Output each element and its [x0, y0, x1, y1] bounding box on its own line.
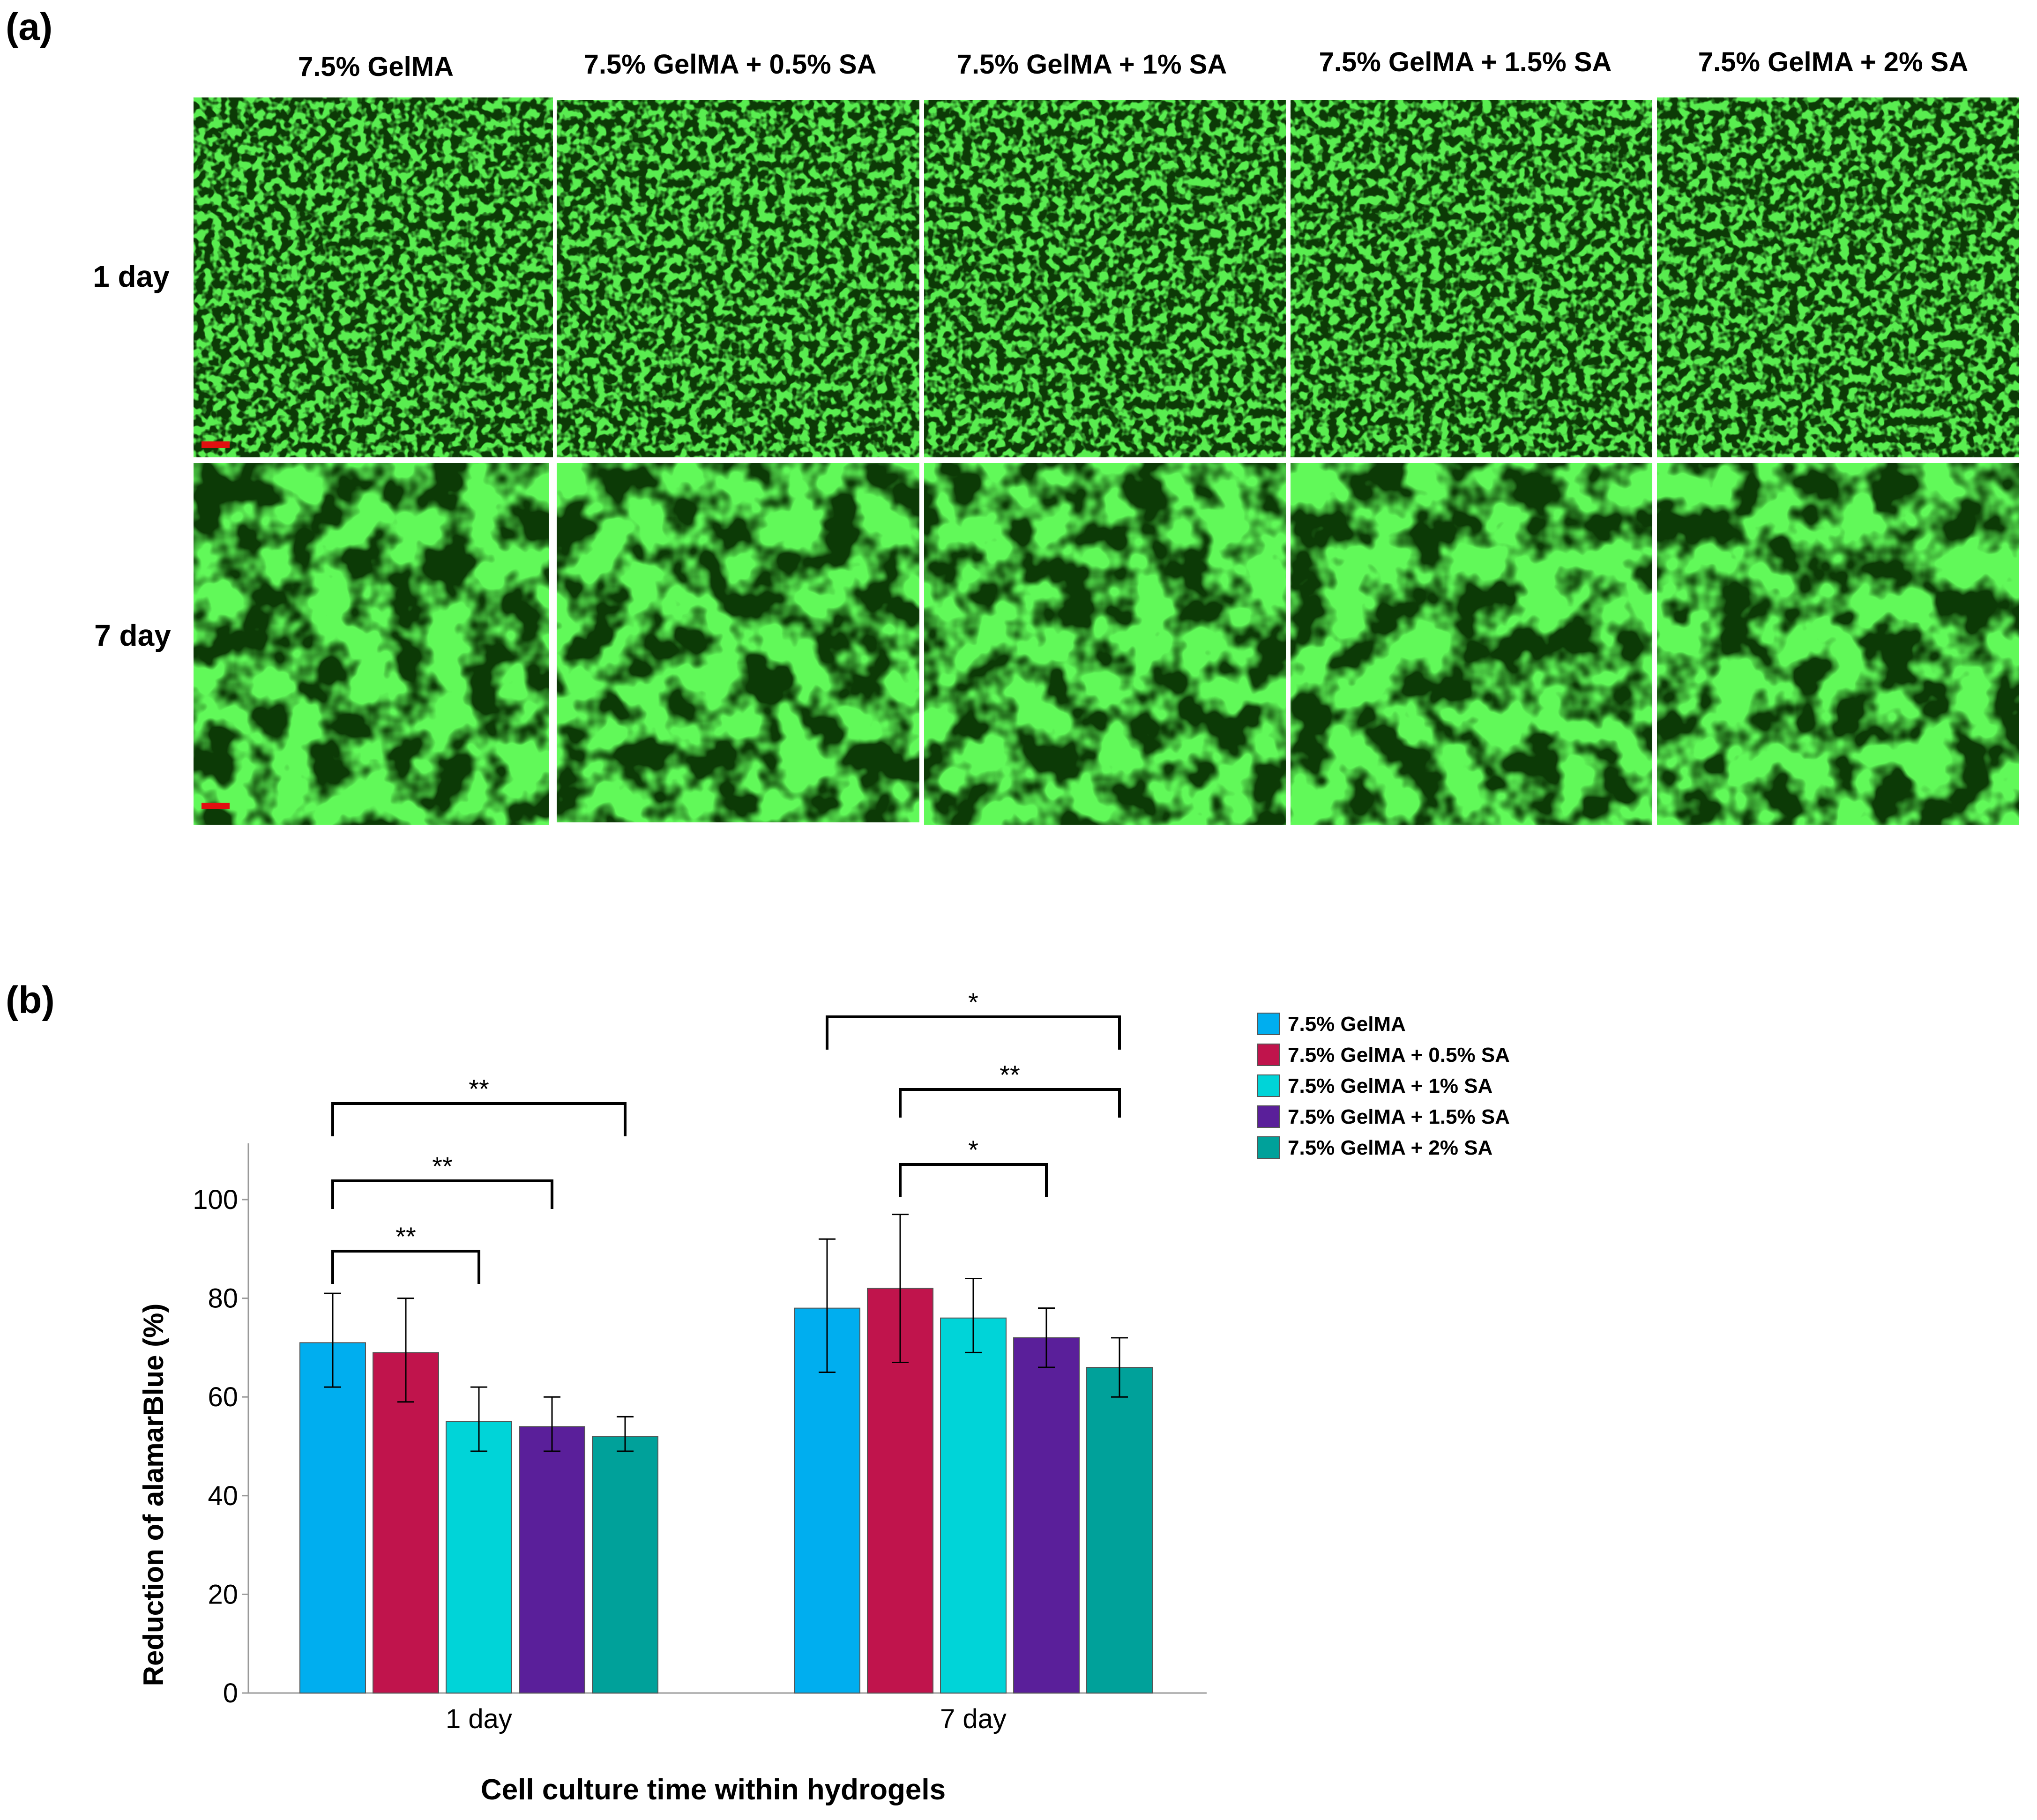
y-tick-label: 60 [208, 1382, 238, 1412]
micrograph-1day-gelma [194, 97, 553, 457]
significance-label: ** [1000, 1060, 1020, 1089]
row-label-7-day: 7 day [94, 619, 171, 652]
significance-bracket [331, 1179, 553, 1209]
column-header-4: 7.5% GelMA + 1.5% SA [1319, 47, 1612, 77]
x-tick-label: 1 day [446, 1704, 512, 1734]
column-header-3: 7.5% GelMA + 1% SA [957, 49, 1227, 80]
significance-label: ** [469, 1074, 489, 1104]
scale-bar-7day [201, 803, 230, 809]
y-tick-label: 20 [208, 1579, 238, 1610]
significance-label: * [968, 987, 978, 1017]
micrograph-1day-1sa [924, 100, 1286, 457]
x-axis-title: Cell culture time within hydrogels [481, 1774, 946, 1806]
bar [592, 1436, 658, 1693]
micrograph-grid [194, 97, 2019, 825]
y-tick-label: 40 [208, 1481, 238, 1511]
legend-swatch [1257, 1044, 1280, 1066]
y-tick-label: 100 [193, 1185, 238, 1215]
micrograph-1day-2sa [1657, 97, 2019, 457]
micrograph-7day-gelma [194, 463, 549, 825]
bar [1013, 1337, 1080, 1694]
bar [373, 1352, 439, 1693]
legend-swatch [1257, 1013, 1280, 1035]
y-axis-title: Reduction of alamarBlue (%) [138, 1304, 169, 1686]
significance-label: ** [432, 1151, 453, 1181]
bar [519, 1426, 585, 1693]
panel-b-label: (b) [6, 979, 55, 1022]
significance-bracket [331, 1102, 627, 1136]
micrograph-7day-1-5sa [1291, 463, 1652, 825]
micrograph-1day-0-5sa [557, 100, 919, 457]
column-header-2: 7.5% GelMA + 0.5% SA [584, 49, 877, 80]
y-tick-label: 80 [208, 1283, 238, 1314]
significance-label: * [968, 1135, 978, 1164]
legend-label: 7.5% GelMA + 0.5% SA [1288, 1044, 1510, 1067]
x-tick-label: 7 day [940, 1704, 1007, 1734]
y-tick-label: 0 [223, 1678, 238, 1708]
column-header-5: 7.5% GelMA + 2% SA [1698, 47, 1968, 77]
bar [299, 1342, 366, 1694]
bar [940, 1317, 1007, 1693]
micrograph-1day-1-5sa [1291, 100, 1652, 457]
legend-label: 7.5% GelMA [1288, 1013, 1406, 1036]
micrograph-7day-0-5sa [557, 463, 919, 822]
legend-label: 7.5% GelMA + 2% SA [1288, 1136, 1492, 1159]
legend-swatch [1257, 1105, 1280, 1128]
panel-a-label: (a) [6, 6, 52, 48]
significance-bracket [899, 1163, 1048, 1197]
significance-label: ** [395, 1222, 416, 1251]
legend-label: 7.5% GelMA + 1.5% SA [1288, 1105, 1510, 1128]
legend-swatch [1257, 1136, 1280, 1159]
legend-swatch [1257, 1074, 1280, 1097]
legend-label: 7.5% GelMA + 1% SA [1288, 1074, 1492, 1097]
scale-bar-1day [201, 441, 230, 448]
significance-bracket [826, 1015, 1121, 1050]
bar [446, 1421, 512, 1694]
significance-bracket [899, 1088, 1121, 1118]
bar [1086, 1367, 1153, 1693]
legend: 7.5% GelMA 7.5% GelMA + 0.5% SA 7.5% GelMA… [1257, 1013, 1510, 1159]
micrograph-7day-2sa [1657, 463, 2019, 825]
column-header-1: 7.5% GelMA [298, 52, 454, 82]
significance-bracket [331, 1250, 480, 1284]
micrograph-7day-1sa [924, 463, 1286, 825]
row-label-1-day: 1 day [93, 260, 170, 293]
